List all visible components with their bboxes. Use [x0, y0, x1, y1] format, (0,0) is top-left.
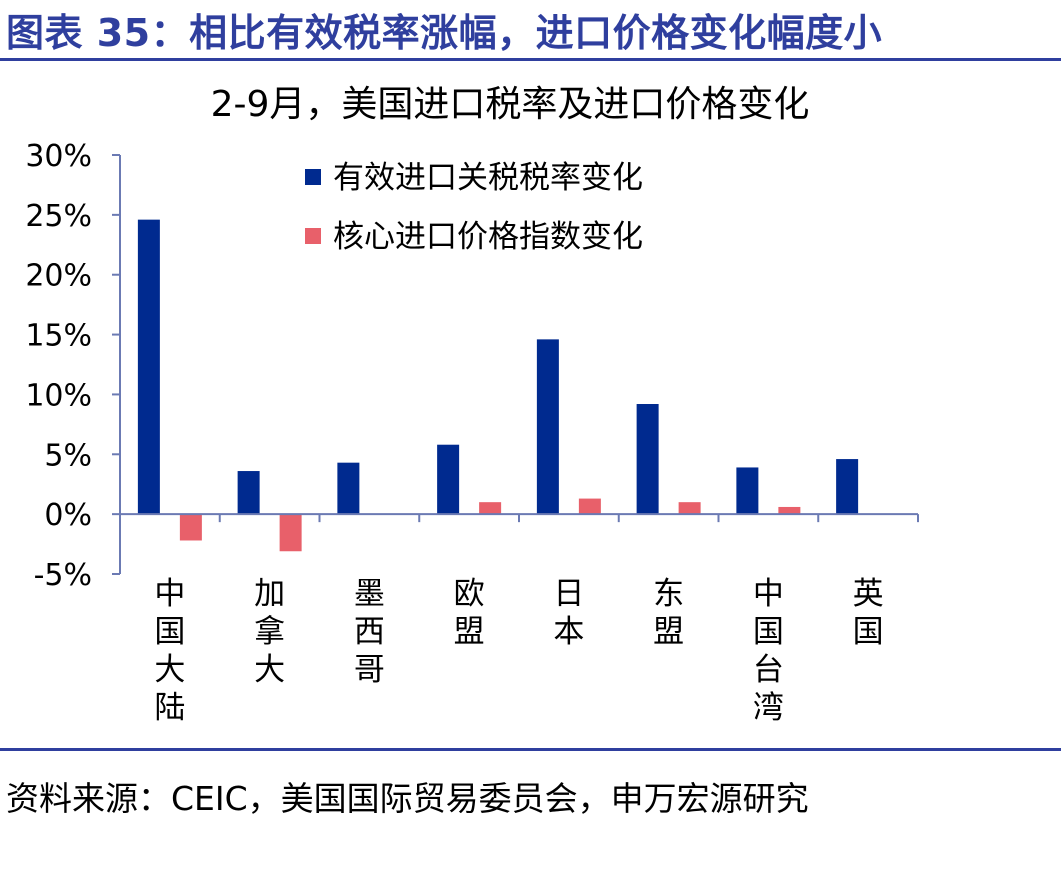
chart-title: 2-9月，美国进口税率及进口价格变化: [211, 84, 810, 125]
x-category-label: 日本: [553, 576, 584, 650]
source-note: 资料来源：CEIC，美国国际贸易委员会，申万宏源研究: [6, 779, 809, 818]
y-tick-label: 20%: [25, 259, 92, 294]
bar-price-change: [179, 514, 202, 541]
x-category-label: 墨西哥: [354, 576, 385, 688]
legend-swatch-price: [305, 228, 321, 244]
bar-tariff-change: [137, 219, 160, 515]
bar-chart: 2-9月，美国进口税率及进口价格变化 -5% 0% 5% 10% 15% 20% 25% 30…: [25, 84, 919, 726]
bar-tariff-change: [337, 462, 360, 515]
bar-tariff-change: [536, 339, 559, 515]
bar-tariff-change: [237, 471, 260, 515]
x-category-label: 英国: [853, 576, 884, 650]
y-tick-label: 15%: [25, 319, 92, 354]
bar-price-change: [778, 506, 801, 515]
y-tick-label: 10%: [25, 378, 92, 413]
bars: [137, 219, 859, 552]
y-tick-label: 25%: [25, 199, 92, 234]
x-category-label: 加拿大: [254, 576, 285, 688]
y-tick-label: 0%: [44, 498, 92, 533]
y-axis-ticks: -5% 0% 5% 10% 15% 20% 25% 30%: [25, 139, 120, 593]
bar-price-change: [578, 498, 601, 515]
x-category-label: 中国大陆: [154, 576, 185, 726]
bar-tariff-change: [437, 444, 460, 515]
chart-area: 2-9月，美国进口税率及进口价格变化 -5% 0% 5% 10% 15% 20% 25% 30…: [0, 64, 1061, 744]
legend-label: 有效进口关税税率变化: [333, 160, 643, 196]
x-category-label: 东盟: [653, 576, 684, 650]
x-category-label: 欧盟: [454, 576, 485, 650]
y-tick-label: 5%: [44, 438, 92, 473]
x-category-label: 中国台湾: [753, 576, 784, 726]
legend-swatch-tariff: [305, 169, 321, 185]
bar-tariff-change: [636, 404, 659, 515]
title-divider: [0, 58, 1061, 61]
legend-label: 核心进口价格指数变化: [333, 219, 643, 255]
y-tick-label: 30%: [25, 139, 92, 174]
axes: [119, 155, 919, 574]
footer-divider: [0, 748, 1061, 751]
bar-price-change: [479, 502, 502, 515]
bar-price-change: [678, 502, 701, 515]
y-tick-label: -5%: [34, 558, 92, 593]
bar-price-change: [279, 514, 302, 552]
bar-tariff-change: [736, 467, 759, 515]
figure-title: 图表 35：相比有效税率涨幅，进口价格变化幅度小: [6, 11, 883, 55]
bar-tariff-change: [836, 459, 859, 515]
